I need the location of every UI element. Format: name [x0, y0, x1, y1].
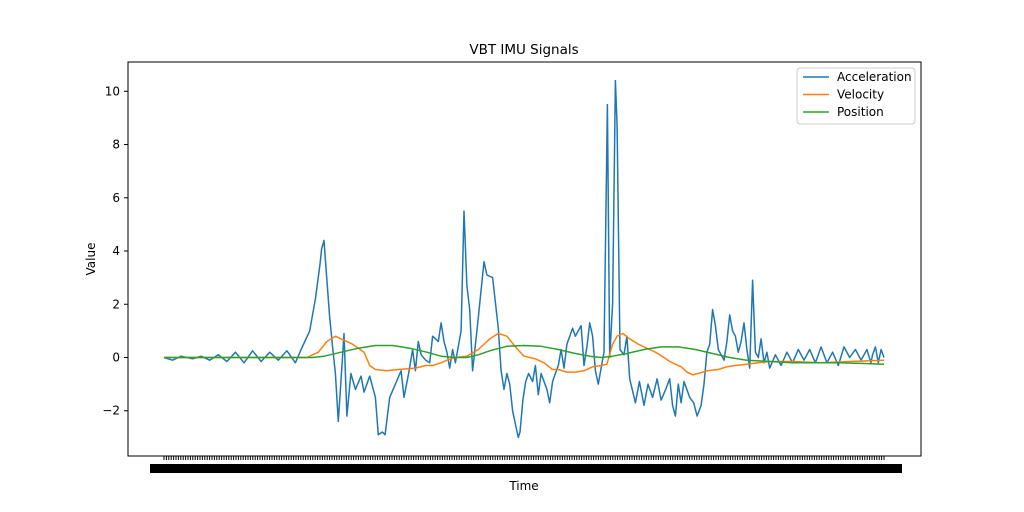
legend-label-position: Position: [837, 105, 884, 119]
y-tick-label: 2: [112, 297, 120, 311]
y-tick-label: 10: [105, 84, 120, 98]
legend-label-velocity: Velocity: [837, 88, 884, 102]
y-tick-label: −2: [102, 404, 120, 418]
x-tick-layer: [150, 456, 902, 473]
series-line-position: [164, 344, 885, 365]
plot-frame: [127, 61, 922, 457]
x-axis-label: Time: [508, 479, 538, 493]
y-tick-label: 8: [112, 138, 120, 152]
y-axis-label: Value: [84, 243, 98, 276]
y-tick-layer: −2 0 2 4 6 8 10: [102, 84, 128, 418]
y-tick-label: 4: [112, 244, 120, 258]
y-tick-label: 0: [112, 351, 120, 365]
series-line-velocity: [164, 332, 885, 376]
series-layer: [163, 79, 885, 439]
chart-title: VBT IMU Signals: [469, 42, 578, 58]
x-tick-labels-band: [150, 464, 902, 473]
y-tick-label: 6: [112, 191, 120, 205]
series-line-acceleration: [163, 79, 885, 439]
legend-label-acceleration: Acceleration: [837, 70, 912, 84]
legend: Acceleration Velocity Position: [796, 67, 916, 125]
legend-box: [796, 67, 916, 125]
